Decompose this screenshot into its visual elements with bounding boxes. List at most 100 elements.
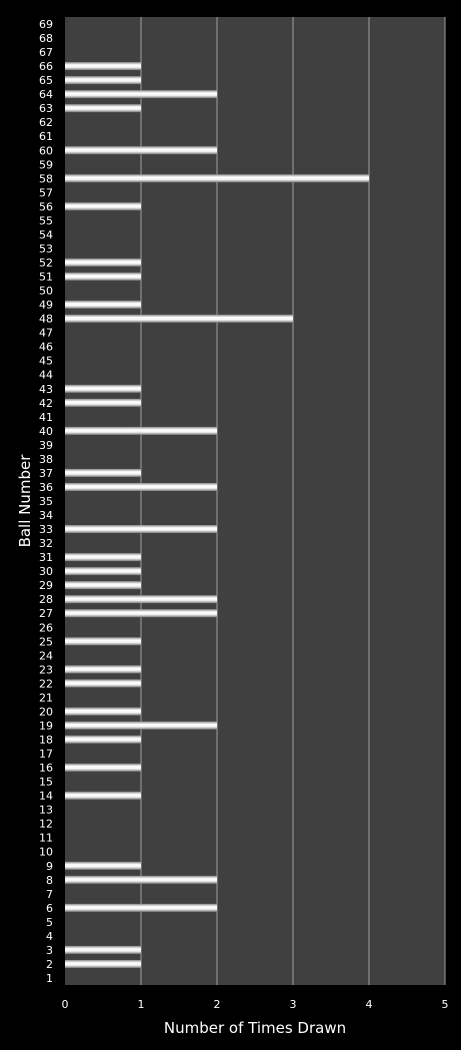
y-tick-label: 54 [39, 228, 53, 241]
x-tick-label: 1 [138, 998, 145, 1011]
y-tick-label: 6 [46, 902, 53, 915]
y-tick-label: 52 [39, 257, 53, 270]
x-tick-label: 2 [214, 998, 221, 1011]
y-tick-label: 30 [39, 565, 53, 578]
y-tick-label: 14 [39, 790, 53, 803]
bar-ball-36 [65, 482, 217, 491]
x-tick-label: 0 [62, 998, 69, 1011]
y-tick-label: 24 [39, 649, 53, 662]
bar-ball-25 [65, 637, 141, 646]
y-tick-label: 16 [39, 762, 53, 775]
bar-ball-42 [65, 398, 141, 407]
y-tick-label: 46 [39, 341, 53, 354]
x-tick-label: 4 [366, 998, 373, 1011]
bar-ball-65 [65, 76, 141, 85]
bar-ball-27 [65, 609, 217, 618]
x-tick-labels: 0 1 2 3 4 5 [62, 998, 449, 1011]
y-tick-label: 37 [39, 467, 53, 480]
bar-ball-52 [65, 258, 141, 267]
y-tick-label: 66 [39, 60, 53, 73]
y-tick-label: 5 [46, 916, 53, 929]
bar-ball-29 [65, 581, 141, 590]
bar-ball-43 [65, 384, 141, 393]
bar-ball-48 [65, 314, 293, 323]
y-tick-label: 48 [39, 313, 53, 326]
y-tick-label: 59 [39, 158, 53, 171]
x-tick-label: 3 [290, 998, 297, 1011]
bar-ball-37 [65, 468, 141, 477]
bar-ball-51 [65, 272, 141, 281]
y-tick-label: 60 [39, 144, 53, 157]
y-axis-title: Ball Number [16, 454, 34, 548]
y-tick-label: 44 [39, 369, 53, 382]
y-tick-label: 67 [39, 46, 53, 59]
y-tick-label: 61 [39, 130, 53, 143]
y-tick-label: 20 [39, 705, 53, 718]
y-tick-label: 35 [39, 495, 53, 508]
bar-ball-22 [65, 679, 141, 688]
y-tick-label: 69 [39, 18, 53, 31]
y-tick-label: 58 [39, 172, 53, 185]
bar-ball-64 [65, 90, 217, 99]
bar-ball-63 [65, 104, 141, 113]
y-tick-label: 28 [39, 593, 53, 606]
y-tick-label: 39 [39, 439, 53, 452]
y-tick-label: 3 [46, 944, 53, 957]
y-tick-label: 47 [39, 327, 53, 340]
y-tick-label: 19 [39, 719, 53, 732]
y-tick-label: 36 [39, 481, 53, 494]
bar-ball-60 [65, 146, 217, 155]
bar-ball-14 [65, 791, 141, 800]
bar-ball-30 [65, 567, 141, 576]
bar-ball-8 [65, 875, 217, 884]
y-tick-label: 63 [39, 102, 53, 115]
x-tick-label: 5 [442, 998, 449, 1011]
y-tick-label: 21 [39, 691, 53, 704]
bar-ball-16 [65, 763, 141, 772]
y-tick-label: 22 [39, 677, 53, 690]
y-tick-label: 11 [39, 832, 53, 845]
y-tick-label: 53 [39, 242, 53, 255]
y-tick-label: 40 [39, 425, 53, 438]
bar-ball-2 [65, 959, 141, 968]
y-tick-label: 42 [39, 397, 53, 410]
y-tick-labels: 1234567891011121314151617181920212223242… [39, 18, 53, 985]
y-tick-label: 68 [39, 32, 53, 45]
bar-ball-33 [65, 525, 217, 534]
bar-ball-23 [65, 665, 141, 674]
bar-ball-9 [65, 861, 141, 870]
y-tick-label: 50 [39, 285, 53, 298]
y-tick-label: 9 [46, 860, 53, 873]
bar-ball-56 [65, 202, 141, 211]
bar-ball-31 [65, 553, 141, 562]
y-tick-label: 38 [39, 453, 53, 466]
y-tick-label: 13 [39, 804, 53, 817]
bar-ball-20 [65, 707, 141, 716]
y-tick-label: 65 [39, 74, 53, 87]
y-tick-label: 27 [39, 607, 53, 620]
bar-ball-3 [65, 945, 141, 954]
y-tick-label: 41 [39, 411, 53, 424]
bars [65, 62, 369, 968]
y-tick-label: 64 [39, 88, 53, 101]
bar-ball-49 [65, 300, 141, 309]
y-tick-label: 57 [39, 186, 53, 199]
bar-ball-58 [65, 174, 369, 183]
bar-ball-18 [65, 735, 141, 744]
y-tick-label: 43 [39, 383, 53, 396]
y-tick-label: 49 [39, 299, 53, 312]
y-tick-label: 1 [46, 972, 53, 985]
y-tick-label: 8 [46, 874, 53, 887]
x-axis-title: Number of Times Drawn [164, 1019, 346, 1037]
y-tick-label: 34 [39, 509, 53, 522]
bar-ball-19 [65, 721, 217, 730]
y-tick-label: 26 [39, 621, 53, 634]
plot-area [65, 17, 445, 985]
y-tick-label: 4 [46, 930, 53, 943]
y-tick-label: 33 [39, 523, 53, 536]
y-tick-label: 18 [39, 733, 53, 746]
y-tick-label: 45 [39, 355, 53, 368]
y-tick-label: 17 [39, 748, 53, 761]
y-tick-label: 15 [39, 776, 53, 789]
